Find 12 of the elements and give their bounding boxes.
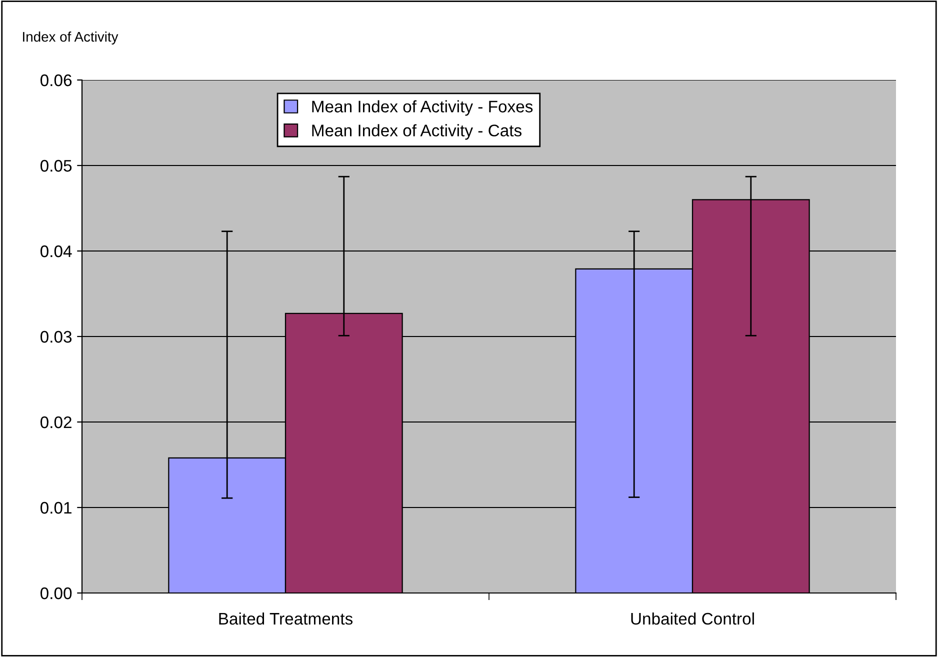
y-tick-label: 0.03 <box>40 330 72 343</box>
y-tick-label: 0.01 <box>40 502 72 514</box>
y-tick-label: 0.06 <box>40 74 72 86</box>
x-tick-label: Baited Treatments <box>219 612 353 625</box>
y-tick-label: 0.05 <box>40 160 72 172</box>
y-axis-title: Index of Activity <box>23 32 118 44</box>
y-tick-label: 0.02 <box>40 416 72 428</box>
x-tick-label: Unbaited Control <box>631 612 754 625</box>
y-tick-label: 0.00 <box>40 587 72 600</box>
legend-label: Mean Index of Activity - Foxes <box>312 100 533 116</box>
y-tick-label: 0.04 <box>40 245 72 258</box>
legend-label: Mean Index of Activity - Cats <box>312 124 522 140</box>
